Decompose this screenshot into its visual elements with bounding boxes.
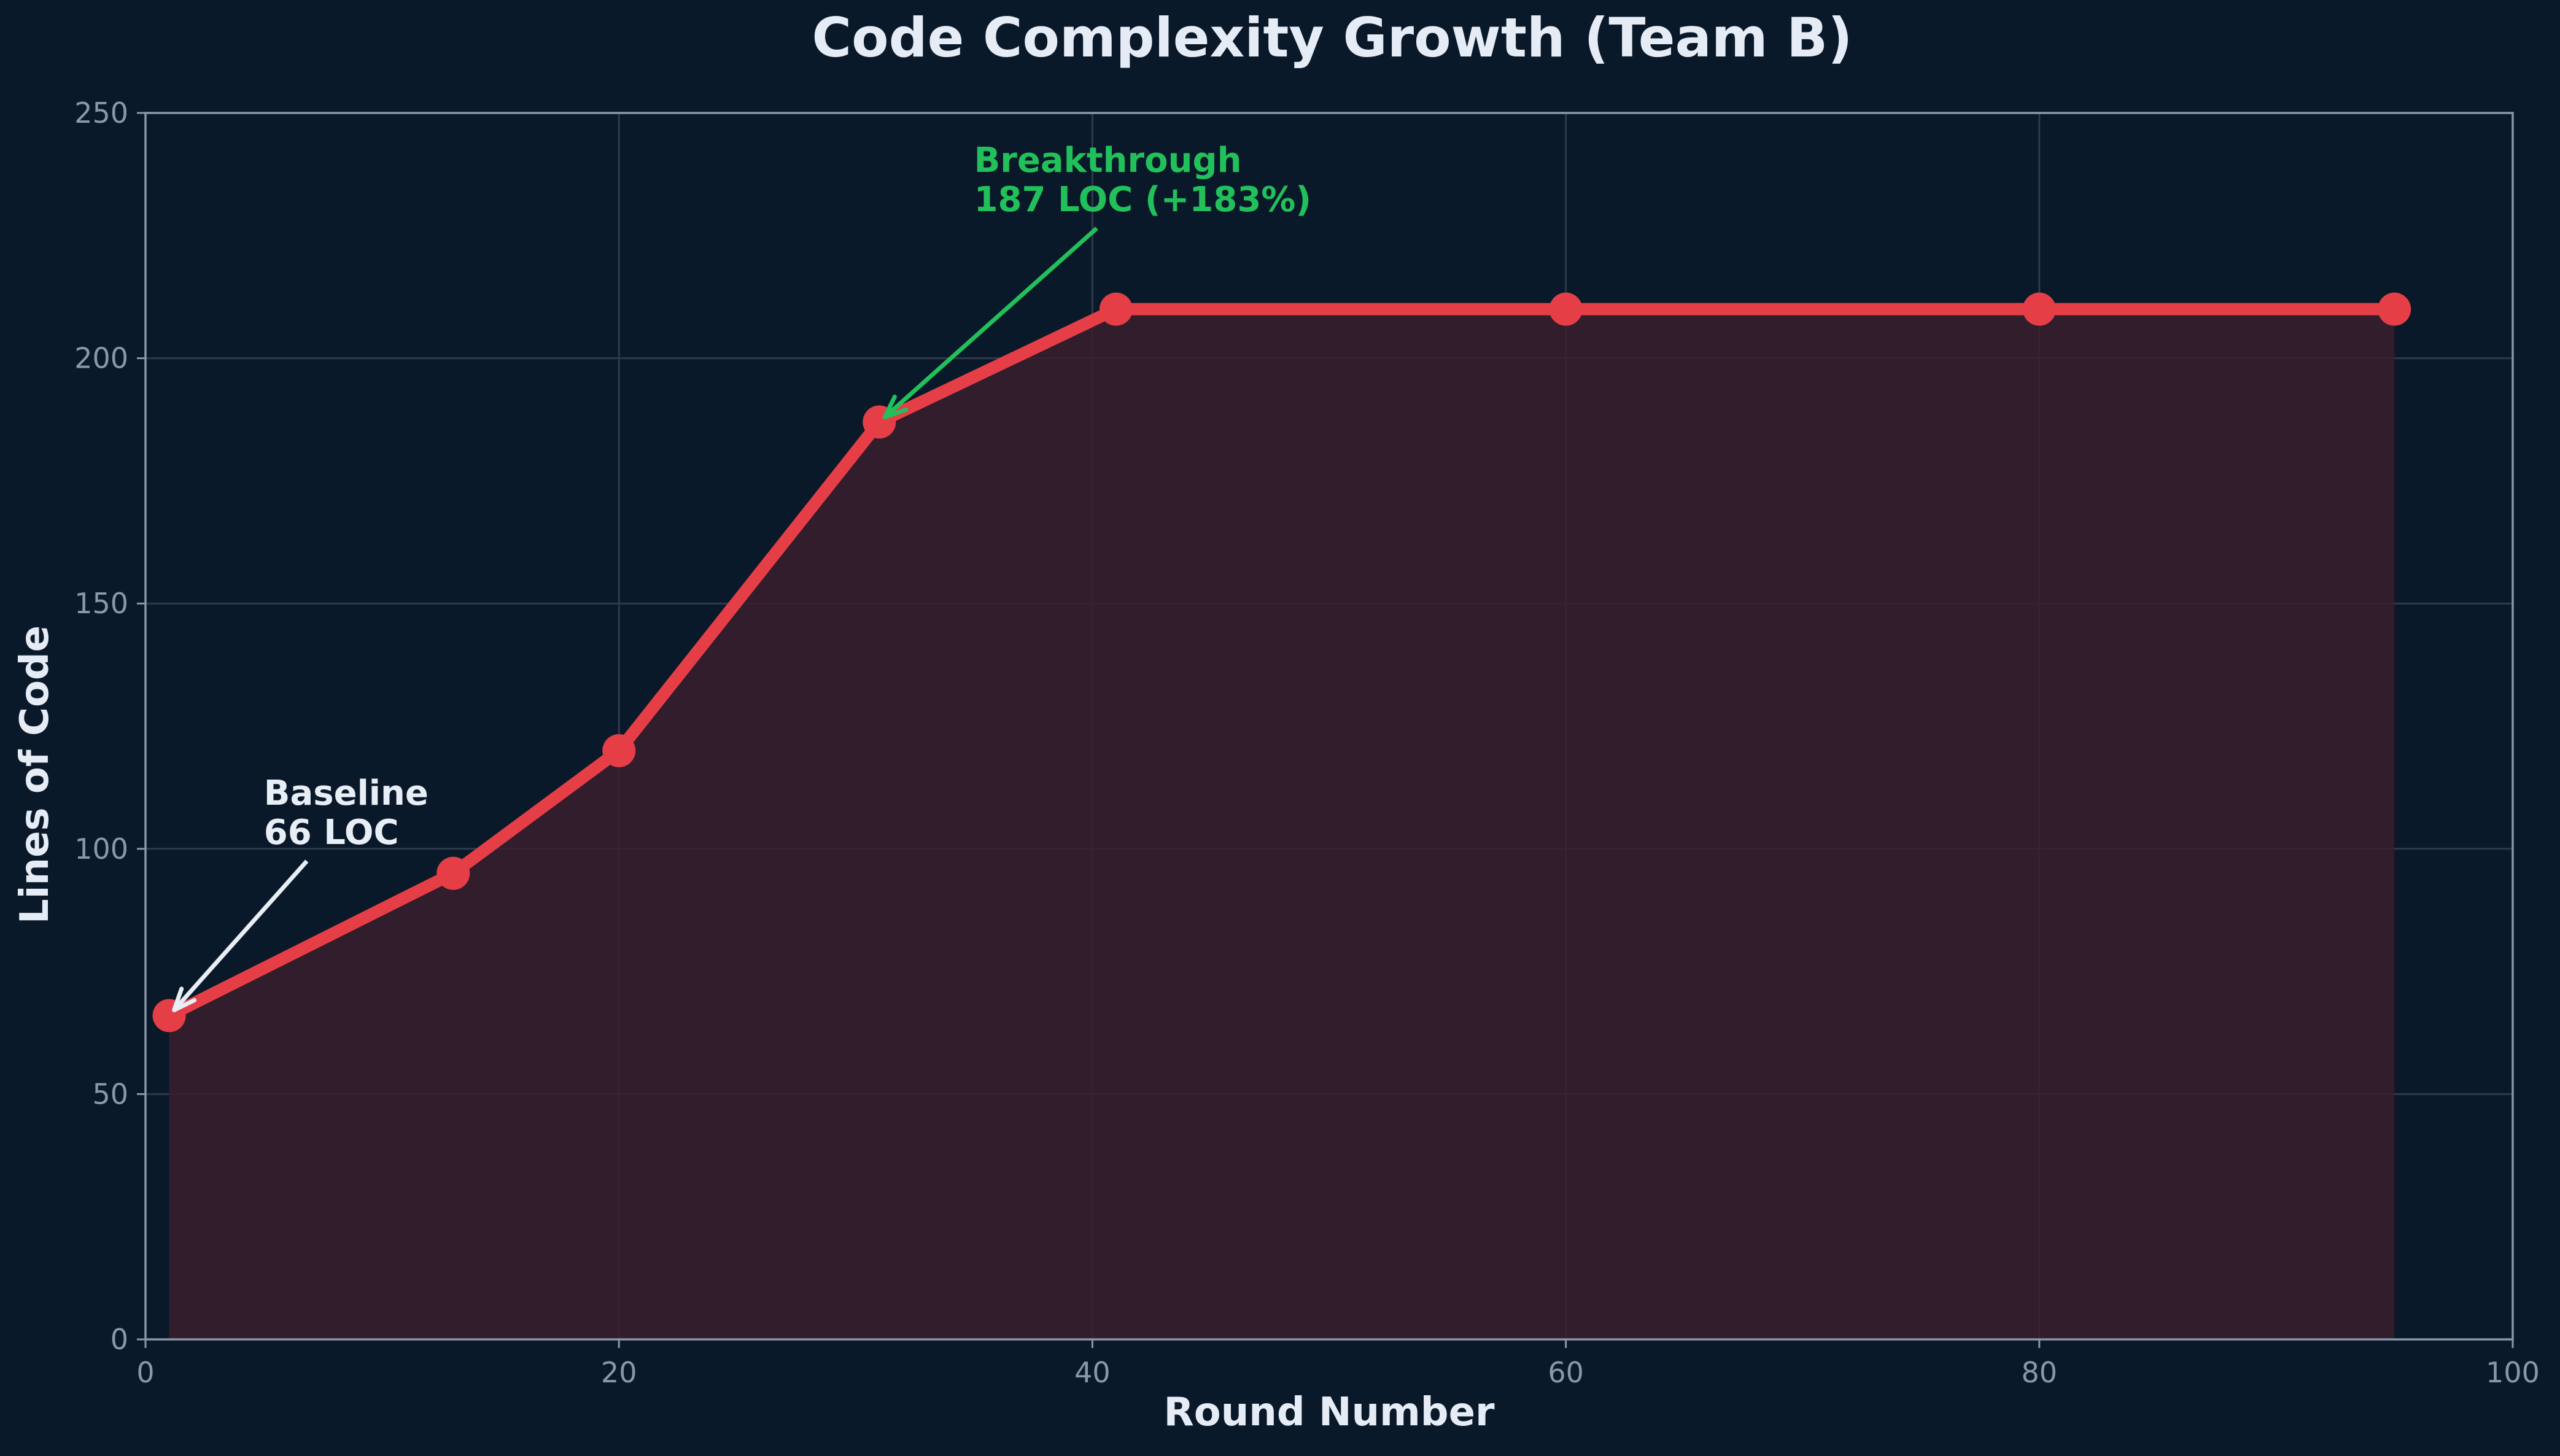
- series-line: [163, 303, 2401, 1022]
- annotation-line: Baseline: [264, 773, 429, 813]
- x-tick-label: 40: [1074, 1356, 1111, 1389]
- annotation-line: 187 LOC (+183%): [974, 180, 1311, 220]
- y-tick-label: 250: [74, 96, 128, 130]
- plot-frame-rect: [144, 112, 2514, 1341]
- series-line-layer: [163, 303, 2401, 1022]
- annotation-arrow: [172, 859, 309, 1012]
- area-fill-layer: [169, 309, 2395, 1340]
- chart-title: Code Complexity Growth (Team B): [812, 6, 1853, 69]
- data-point: [1099, 292, 1133, 326]
- x-tick-label: 60: [1548, 1356, 1584, 1389]
- x-tick-label: 100: [2486, 1356, 2540, 1389]
- annotation-arrowhead: [882, 394, 909, 420]
- x-tick-label: 80: [2022, 1356, 2058, 1389]
- axis-ticks: 0 20 40 60 80 100 0 50 100 150 200 250: [74, 96, 2540, 1389]
- y-tick-label: 0: [111, 1323, 128, 1356]
- data-point: [1549, 292, 1583, 326]
- annotation-arrow: [883, 227, 1098, 419]
- x-tick-label: 20: [601, 1356, 637, 1389]
- area-fill: [169, 309, 2395, 1340]
- annotation-arrowhead: [172, 986, 197, 1013]
- y-tick-label: 200: [74, 342, 128, 375]
- data-point: [436, 856, 470, 890]
- x-axis-label: Round Number: [1163, 1390, 1495, 1435]
- data-point: [602, 734, 636, 767]
- annotation-line: Breakthrough: [974, 141, 1242, 180]
- y-tick-label: 50: [92, 1077, 128, 1110]
- data-point: [2022, 292, 2056, 326]
- y-tick-label: 150: [74, 587, 128, 620]
- data-point: [2378, 292, 2411, 326]
- annotation-line: 66 LOC: [264, 813, 399, 853]
- plot-frame: [144, 112, 2514, 1341]
- y-axis-label: Lines of Code: [12, 625, 58, 924]
- x-tick-label: 0: [136, 1356, 154, 1389]
- y-tick-label: 100: [74, 832, 128, 865]
